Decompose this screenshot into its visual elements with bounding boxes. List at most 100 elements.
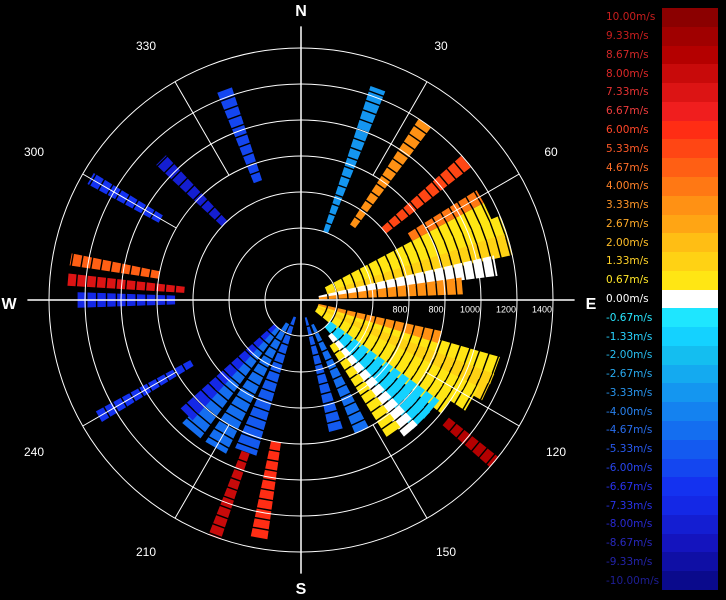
radar-cell (377, 288, 387, 298)
radar-cell (351, 419, 369, 434)
radar-cell (384, 318, 395, 329)
legend-label: -10.00m/s (606, 574, 660, 587)
radar-cell (231, 357, 244, 370)
radar-cell (165, 284, 175, 293)
radar-cell (180, 403, 198, 421)
radar-cell (447, 218, 463, 238)
legend-swatch (662, 101, 718, 122)
radar-cell (209, 524, 225, 537)
radar-cell (333, 278, 344, 287)
radar-cell (156, 283, 166, 292)
azimuth-label: 210 (136, 545, 156, 559)
radar-cell (453, 262, 465, 281)
radar-cell (376, 412, 395, 429)
radar-cell (267, 324, 277, 334)
radar-cell (425, 182, 440, 197)
azimuth-spoke (425, 173, 520, 229)
radar-cell (458, 246, 472, 266)
radar-cell (324, 323, 335, 334)
azimuth-spoke (174, 81, 230, 176)
radar-cell (290, 316, 297, 326)
radar-cell (186, 185, 201, 200)
legend-label: -4.67m/s (606, 424, 653, 437)
legend-swatch (662, 458, 718, 478)
radar-cell (201, 383, 218, 400)
radar-cell (487, 454, 499, 467)
azimuth-spoke (425, 371, 520, 427)
radar-cell (91, 257, 102, 270)
radar-cell (473, 204, 490, 227)
radar-cell (225, 404, 246, 421)
radar-cell (402, 264, 414, 278)
radar-cell (187, 396, 205, 414)
radar-cell (403, 202, 417, 216)
radar-cell (76, 274, 87, 287)
radar-cell (157, 156, 174, 173)
radar-cell (414, 118, 431, 134)
radar-cell (201, 200, 214, 213)
legend-swatch (662, 439, 718, 460)
radar-cell (330, 319, 341, 330)
radar-cell (106, 277, 116, 289)
legend-swatch (662, 514, 718, 535)
legend-swatch (662, 139, 718, 159)
radar-cell (323, 223, 332, 234)
radar-cell (363, 101, 380, 114)
radar-cell (136, 281, 146, 291)
radar-cell (264, 347, 277, 359)
radar-cell (260, 330, 271, 341)
radar-cell (224, 106, 241, 119)
radar-cell (220, 412, 242, 430)
legend-swatch (662, 327, 718, 347)
polar-grid (27, 26, 575, 574)
radar-cell (275, 330, 285, 341)
radar-cell (165, 164, 181, 180)
radar-cell (463, 260, 475, 280)
legend-swatch (662, 364, 718, 384)
radar-cell (321, 392, 334, 404)
radar-cell (209, 377, 224, 392)
radar-cell (314, 332, 323, 343)
radar-cell (371, 184, 385, 197)
radar-cell (69, 253, 73, 266)
radar-cell (340, 358, 352, 370)
radar-cell (449, 423, 464, 438)
radar-cell (387, 286, 397, 297)
radar-cell (471, 224, 487, 246)
radar-cell (326, 321, 337, 331)
radar-cell (267, 450, 280, 461)
radar-cell (318, 296, 328, 300)
radar-cell (440, 169, 456, 185)
range-label: 800 (428, 304, 443, 314)
radar-cell (435, 239, 449, 258)
radar-cell (116, 279, 126, 290)
radar-cell (397, 285, 407, 297)
radar-cell (254, 508, 272, 520)
radar-cell (486, 237, 501, 260)
radar-cell (236, 388, 255, 404)
radar-cell (86, 275, 97, 288)
azimuth-label: 120 (546, 445, 566, 459)
radar-cell (482, 202, 493, 224)
radar-cell (350, 138, 365, 151)
legend-label: 8.67m/s (606, 48, 649, 61)
radar-cell (449, 249, 462, 268)
radar-cell (237, 434, 261, 450)
radar-cell (156, 155, 167, 166)
radar-cell (281, 322, 290, 332)
range-label: 1400 (532, 304, 552, 314)
radar-cell (259, 489, 275, 500)
radar-cell (96, 276, 107, 289)
legend-label: 10.00m/s (606, 11, 656, 24)
radar-cell (318, 341, 327, 352)
radar-cell (426, 281, 437, 296)
radar-cell (412, 325, 424, 338)
radar-cell (231, 396, 251, 412)
azimuth-label: 330 (136, 39, 156, 53)
radar-cell (358, 290, 368, 298)
radar-cell (347, 287, 357, 295)
radar-cell (228, 115, 244, 129)
legend-label: -0.67m/s (606, 311, 653, 324)
range-label: 1000 (460, 304, 480, 314)
radar-cell (341, 332, 353, 345)
